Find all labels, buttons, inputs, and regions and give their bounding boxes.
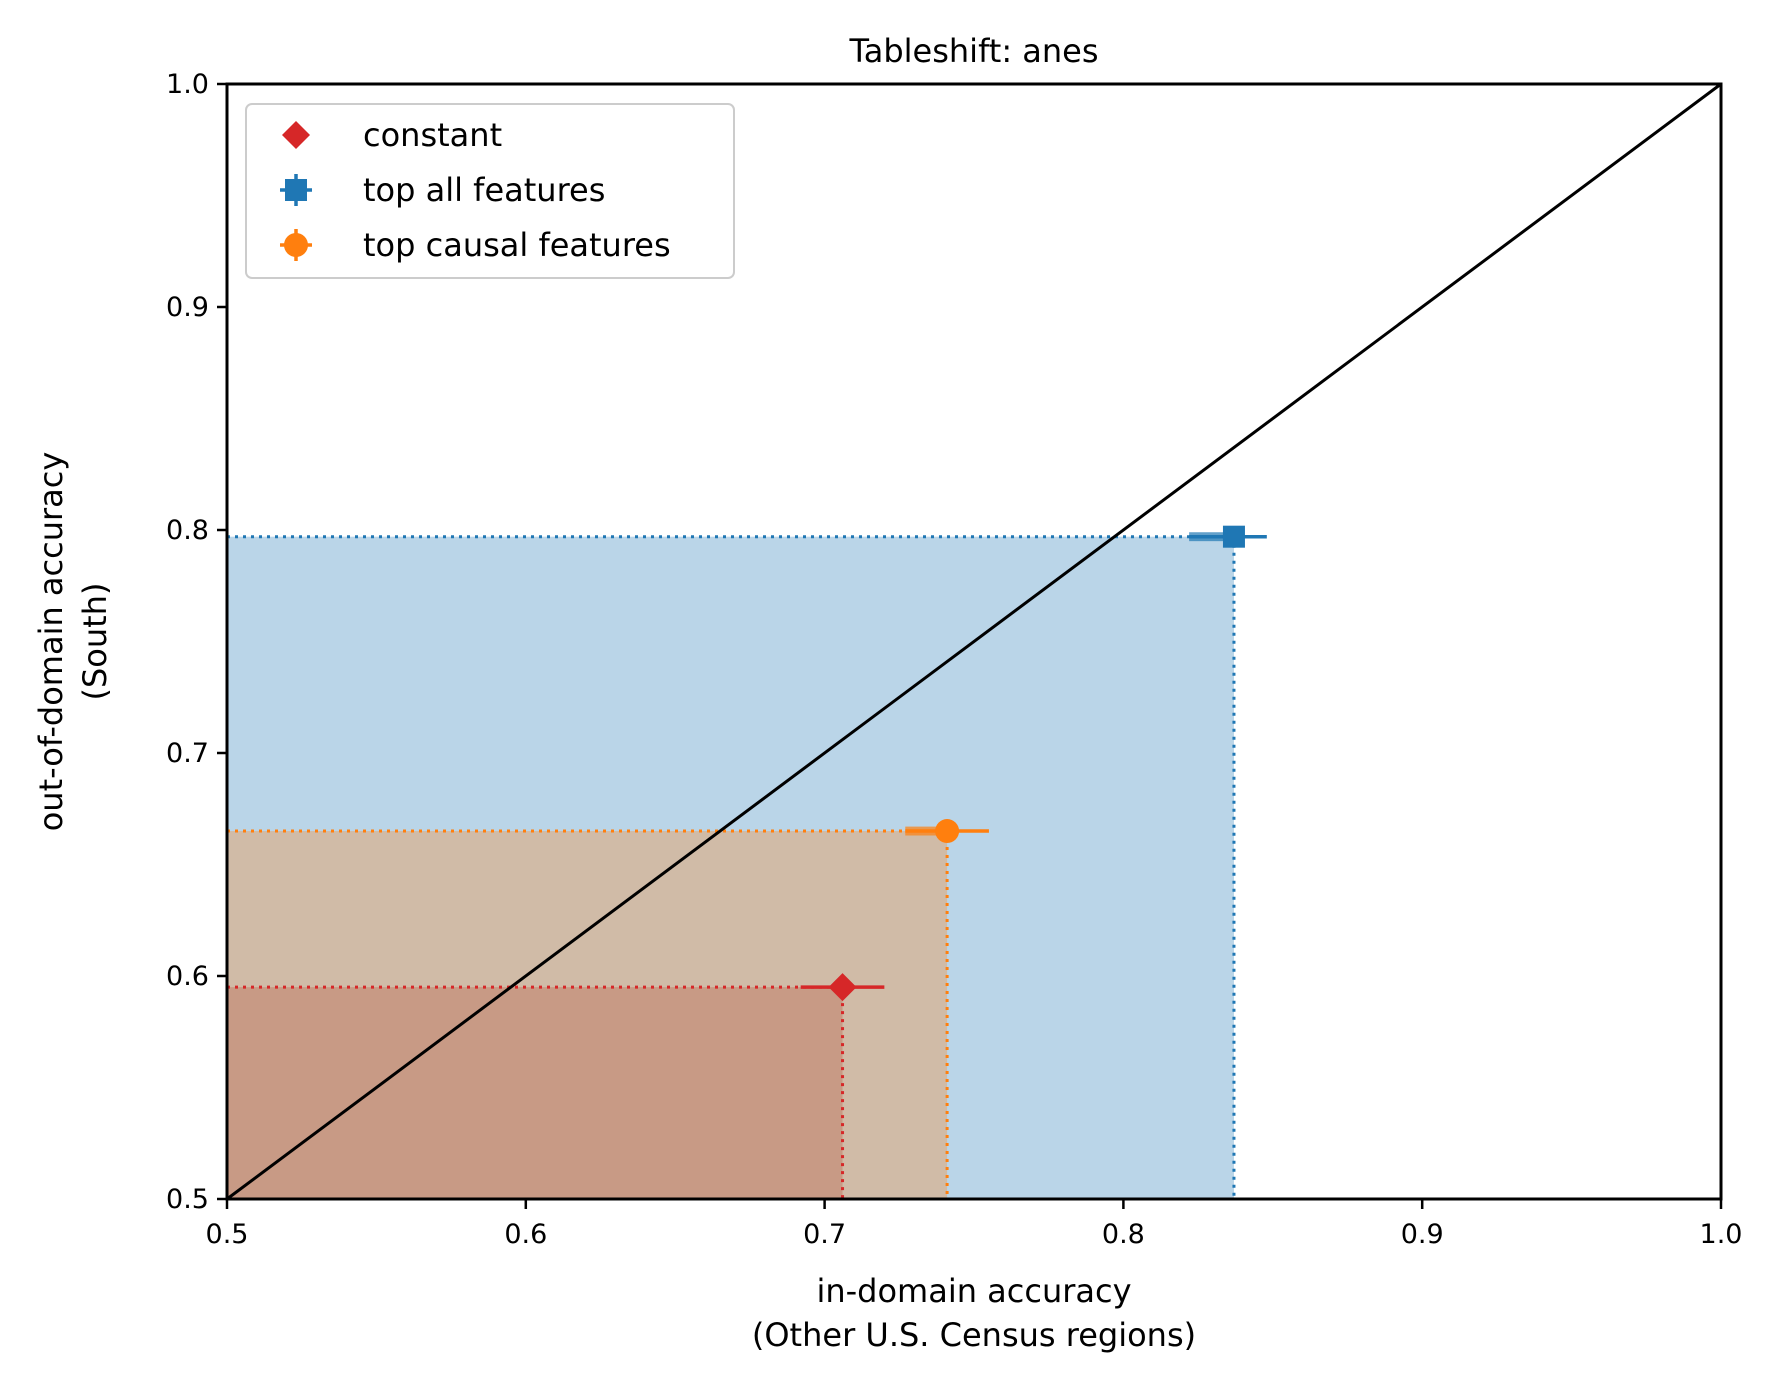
y-axis-label-line-0: out-of-domain accuracy: [32, 452, 70, 832]
x-tick-label-1: 0.6: [504, 1219, 547, 1250]
ci-band-1: [905, 826, 948, 836]
legend-marker-0: [282, 121, 310, 149]
legend: constant top all features top causal featu…: [245, 103, 735, 279]
region-fill-2: [227, 987, 843, 1199]
markers: [828, 525, 1245, 1002]
y-tick-label-3: 0.8: [166, 515, 209, 546]
data-point-top-causal-features: [935, 819, 960, 844]
legend-box: [245, 103, 735, 279]
y-tick-label-4: 0.9: [166, 292, 209, 323]
legend-marker-2: [284, 233, 308, 257]
y-tick-label-0: 0.5: [166, 1184, 209, 1215]
data-point-constant: [828, 973, 857, 1002]
ticks: 0.5 0.6 0.7 0.8 0.9 1.0 0.5 0.6 0.7 0.8 0.9 1.0: [166, 69, 1742, 1250]
y-axis-label: out-of-domain accuracy (South): [32, 452, 114, 832]
x-tick-label-2: 0.7: [803, 1219, 846, 1250]
y-tick-label-1: 0.6: [166, 961, 209, 992]
x-tick-label-5: 1.0: [1700, 1219, 1743, 1250]
y-tick-label-2: 0.7: [166, 738, 209, 769]
legend-marker-1: [285, 179, 307, 201]
x-axis-label-line-1: (Other U.S. Census regions): [752, 1316, 1196, 1354]
legend-label-0: constant: [363, 116, 502, 154]
region-fills: [227, 536, 1234, 1199]
x-tick-label-3: 0.8: [1102, 1219, 1145, 1250]
chart-title: Tableshift: anes: [848, 32, 1098, 70]
reference-lines: [227, 535, 1236, 1199]
axes: [225, 82, 1723, 1201]
legend-label-1: top all features: [363, 171, 605, 209]
plot-frame: [225, 82, 1723, 1201]
ci-band-0: [1189, 532, 1234, 542]
x-tick-label-0: 0.5: [206, 1219, 249, 1250]
legend-label-2: top causal features: [363, 226, 671, 264]
diagonal-line: [226, 82, 1722, 1201]
data-point-top-all-features: [1222, 525, 1245, 548]
x-axis-label: in-domain accuracy (Other U.S. Census reg…: [752, 1272, 1196, 1354]
x-tick-label-4: 0.9: [1401, 1219, 1444, 1250]
y-axis-label-line-1: (South): [76, 583, 114, 701]
x-axis-label-line-0: in-domain accuracy: [816, 1272, 1131, 1310]
diagonal-group: [226, 82, 1722, 1201]
y-tick-label-5: 1.0: [166, 69, 209, 100]
